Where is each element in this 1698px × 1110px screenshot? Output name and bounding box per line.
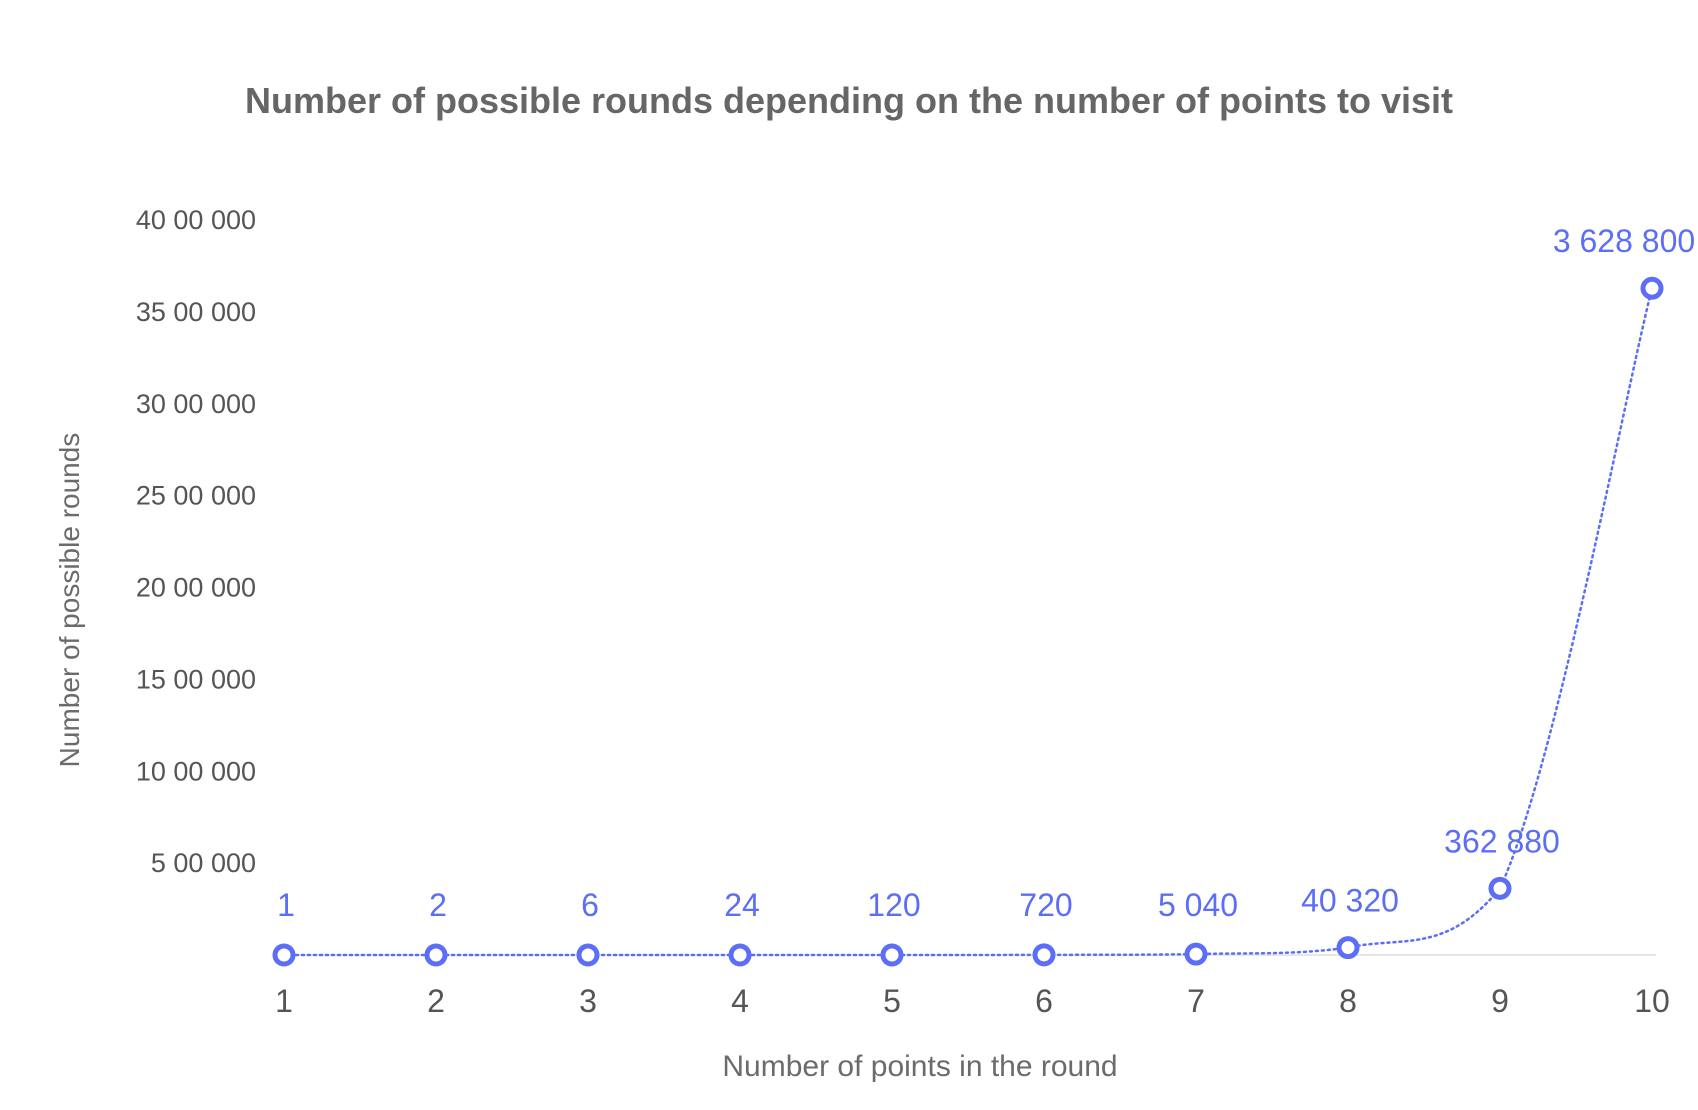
- x-tick: 2: [427, 983, 445, 1019]
- data-point: [272, 943, 296, 967]
- x-tick: 4: [731, 983, 749, 1019]
- data-label: 2: [429, 887, 447, 923]
- x-tick-label: 3: [579, 983, 597, 1019]
- y-tick-label: 10 00 000: [136, 756, 256, 786]
- data-label: 720: [1019, 887, 1072, 923]
- series-points: [272, 276, 1664, 967]
- y-tick-label: 40 00 000: [136, 205, 256, 235]
- y-tick-label: 35 00 000: [136, 297, 256, 327]
- y-tick: 20 00 000: [136, 573, 256, 603]
- data-label: 1: [277, 887, 295, 923]
- x-tick-label: 2: [427, 983, 445, 1019]
- y-tick-label: 20 00 000: [136, 573, 256, 603]
- x-tick-label: 10: [1634, 983, 1670, 1019]
- data-point: [1336, 936, 1360, 960]
- x-tick-label: 9: [1491, 983, 1509, 1019]
- x-tick-label: 6: [1035, 983, 1053, 1019]
- x-tick: 1: [275, 983, 293, 1019]
- data-point: [1184, 942, 1208, 966]
- x-tick: 3: [579, 983, 597, 1019]
- data-labels: 1 2 6 24 120 720 5 040 40 320 362 880 3 628 800: [277, 223, 1695, 923]
- y-tick: 10 00 000: [136, 756, 256, 786]
- data-point: [880, 943, 904, 967]
- x-tick-label: 7: [1187, 983, 1205, 1019]
- x-tick: 8: [1339, 983, 1357, 1019]
- series-line: [282, 286, 1654, 957]
- data-point: [1032, 943, 1056, 967]
- y-tick: 15 00 000: [136, 664, 256, 694]
- x-axis-ticks: 1 2 3 4 5 6 7 8 9 10: [275, 983, 1670, 1019]
- data-point: [424, 943, 448, 967]
- data-point: [1488, 876, 1512, 900]
- data-label: 24: [724, 887, 760, 923]
- data-label: 362 880: [1444, 823, 1560, 859]
- y-tick: 5 00 000: [151, 848, 256, 878]
- y-tick-label: 30 00 000: [136, 389, 256, 419]
- x-tick: 6: [1035, 983, 1053, 1019]
- data-label: 6: [581, 887, 599, 923]
- y-tick-label: 5 00 000: [151, 848, 256, 878]
- y-tick: 35 00 000: [136, 297, 256, 327]
- data-label: 3 628 800: [1553, 223, 1695, 259]
- y-tick: 40 00 000: [136, 205, 256, 235]
- x-axis-title: Number of points in the round: [722, 1050, 1118, 1083]
- y-tick-label: 25 00 000: [136, 481, 256, 511]
- x-tick: 10: [1634, 983, 1670, 1019]
- x-tick: 9: [1491, 983, 1509, 1019]
- data-label: 120: [867, 887, 920, 923]
- x-tick: 7: [1187, 983, 1205, 1019]
- x-tick-label: 4: [731, 983, 749, 1019]
- y-tick: 30 00 000: [136, 389, 256, 419]
- y-axis-ticks: 5 00 000 10 00 000 15 00 000 20 00 000 25 00…: [136, 205, 256, 878]
- data-point: [728, 943, 752, 967]
- x-tick-label: 8: [1339, 983, 1357, 1019]
- data-label: 5 040: [1158, 887, 1238, 923]
- data-label: 40 320: [1301, 883, 1399, 919]
- data-point: [576, 943, 600, 967]
- y-tick: 25 00 000: [136, 481, 256, 511]
- chart-title: Number of possible rounds depending on t…: [244, 80, 1453, 121]
- x-tick-label: 1: [275, 983, 293, 1019]
- x-tick-label: 5: [883, 983, 901, 1019]
- y-tick-label: 15 00 000: [136, 664, 256, 694]
- x-tick: 5: [883, 983, 901, 1019]
- data-point: [1640, 276, 1664, 300]
